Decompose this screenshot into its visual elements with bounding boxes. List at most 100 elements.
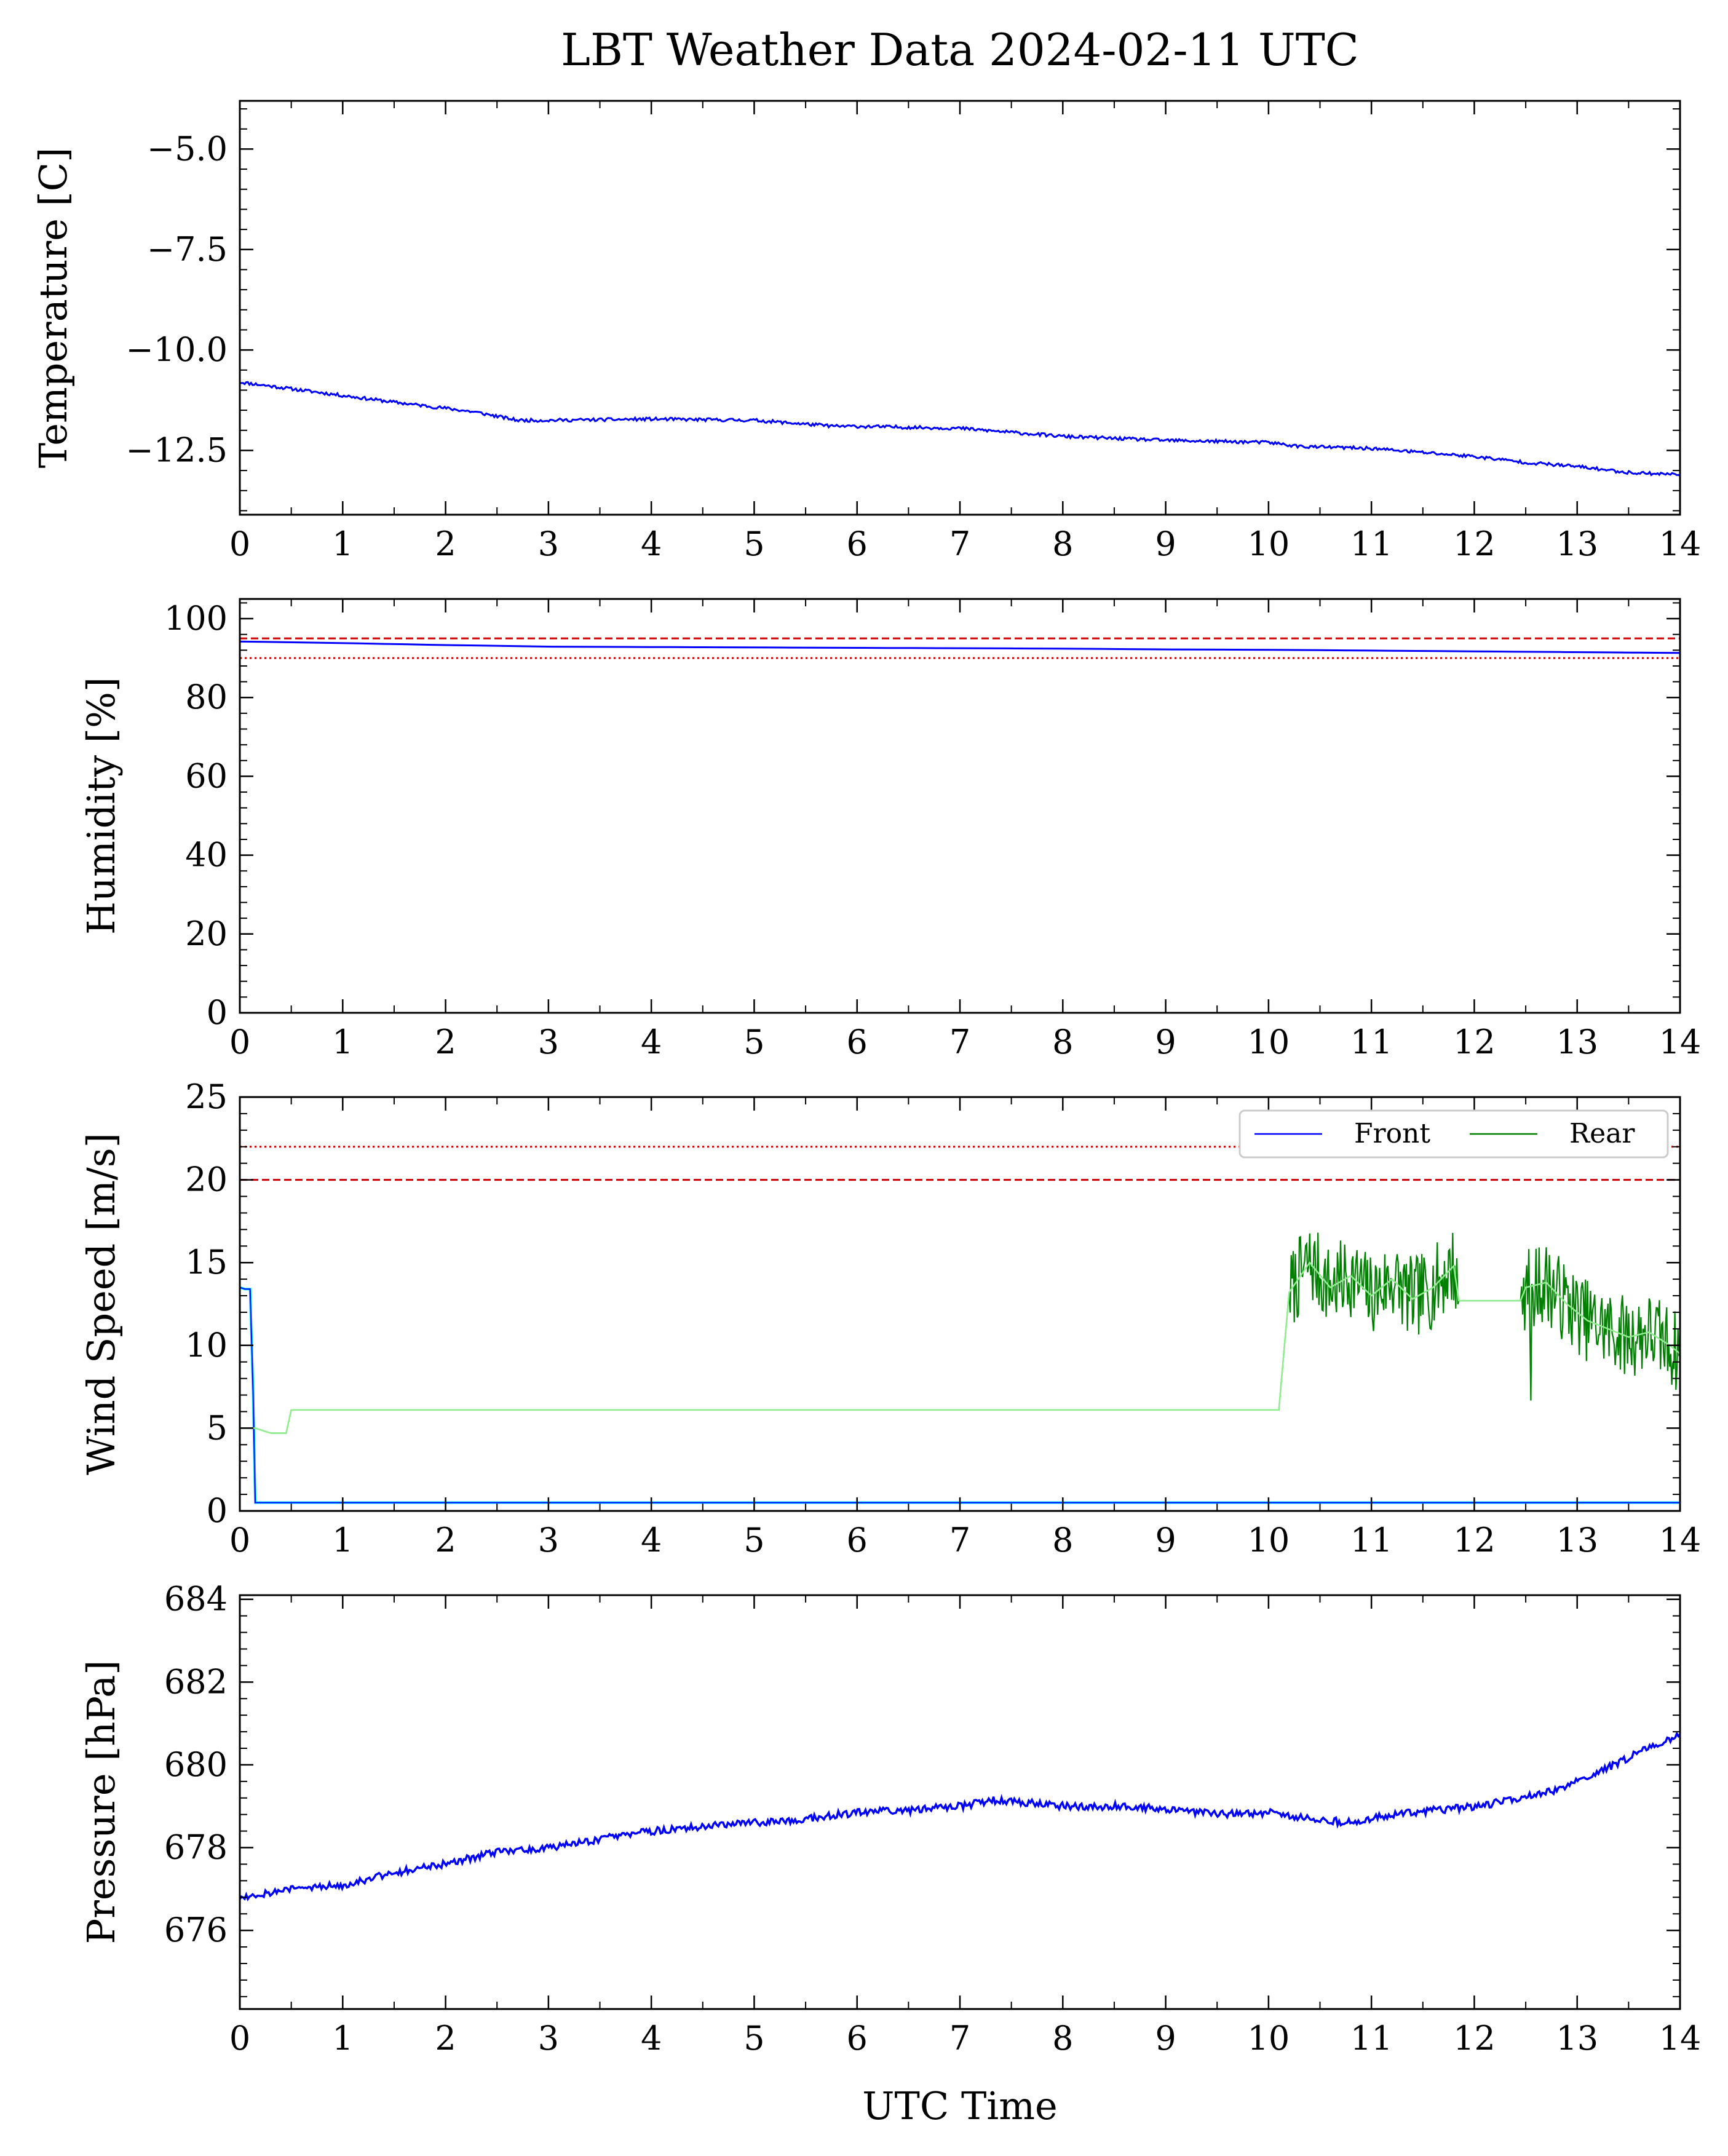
wind-speed-y-tick-label: 5	[207, 1408, 228, 1447]
humidity-x-tick-label: 0	[229, 1023, 250, 1061]
wind-speed-x-tick-label: 7	[949, 1521, 970, 1560]
temperature-x-tick-label: 13	[1556, 525, 1598, 563]
pressure-x-tick-label: 7	[949, 2019, 970, 2058]
humidity-x-tick-label: 5	[743, 1023, 764, 1061]
wind-speed-x-tick-label: 9	[1155, 1521, 1176, 1560]
temperature-x-tick-label: 5	[743, 525, 764, 563]
humidity-y-tick-label: 100	[164, 599, 228, 638]
x-axis-label: UTC Time	[862, 2083, 1057, 2128]
temperature-x-tick-label: 4	[641, 525, 662, 563]
wind-speed-data	[240, 1232, 1680, 1504]
humidity-y-axis-label: Humidity [%]	[79, 677, 124, 935]
humidity-x-tick-label: 3	[538, 1023, 559, 1061]
wind-speed-x-tick-label: 13	[1556, 1521, 1598, 1560]
temperature-x-tick-label: 8	[1052, 525, 1073, 563]
pressure-y-tick-label: 680	[164, 1745, 228, 1784]
humidity-x-tick-label: 13	[1556, 1023, 1598, 1061]
wind-speed-y-tick-label: 20	[185, 1160, 228, 1199]
series-line-humidity	[240, 640, 1680, 654]
series-line-pressure	[240, 1731, 1680, 1902]
temperature-x-tick-label: 7	[949, 525, 970, 563]
series-line-front	[240, 1286, 1680, 1504]
wind-speed-x-tick-label: 2	[435, 1521, 456, 1560]
wind-speed-x-tick-label: 14	[1659, 1521, 1702, 1560]
temperature-y-tick-label: −10.0	[126, 330, 228, 369]
humidity-x-tick-label: 11	[1350, 1023, 1393, 1061]
legend-label-front: Front	[1354, 1118, 1430, 1149]
wind-speed-plot-area	[240, 1097, 1680, 1511]
pressure-x-tick-label: 9	[1155, 2019, 1176, 2058]
pressure-y-tick-label: 678	[164, 1828, 228, 1867]
temperature-x-tick-label: 9	[1155, 525, 1176, 563]
series-line-temperature	[240, 381, 1680, 477]
temperature-x-tick-label: 0	[229, 525, 250, 563]
humidity-x-tick-label: 10	[1247, 1023, 1290, 1061]
pressure-data	[240, 1731, 1680, 1902]
wind-speed-x-tick-label: 11	[1350, 1521, 1393, 1560]
pressure-x-tick-label: 12	[1453, 2019, 1496, 2058]
temperature-panel: 0 1 2 3 4 5 6 7 8 9 10 11 12 13 14−5.0−7.5−10.0−12.5Te…	[31, 100, 1702, 563]
temperature-y-tick-label: −5.0	[147, 129, 228, 168]
wind-speed-y-tick-label: 15	[185, 1243, 228, 1282]
pressure-panel: 0 1 2 3 4 5 6 7 8 9 10 11 12 13 14676678680682684Press…	[79, 1580, 1701, 2058]
legend-box	[1239, 1109, 1669, 1159]
pressure-x-tick-label: 10	[1247, 2019, 1290, 2058]
wind-speed-x-tick-label: 6	[847, 1521, 868, 1560]
pressure-x-tick-label: 4	[641, 2019, 662, 2058]
pressure-x-tick-label: 6	[847, 2019, 868, 2058]
figure-title: LBT Weather Data 2024-02-11 UTC	[561, 24, 1359, 76]
pressure-x-tick-label: 13	[1556, 2019, 1598, 2058]
wind-speed-x-tick-label: 5	[743, 1521, 764, 1560]
wind-speed-y-tick-label: 0	[207, 1491, 228, 1530]
humidity-y-tick-label: 60	[185, 756, 228, 795]
humidity-x-tick-label: 12	[1453, 1023, 1496, 1061]
wind-speed-x-tick-label: 12	[1453, 1521, 1496, 1560]
humidity-plot-area	[240, 599, 1680, 1013]
pressure-x-tick-label: 0	[229, 2019, 250, 2058]
temperature-y-tick-label: −7.5	[147, 230, 228, 269]
humidity-x-tick-label: 1	[332, 1023, 353, 1061]
wind-speed-x-tick-label: 4	[641, 1521, 662, 1560]
humidity-x-tick-label: 4	[641, 1023, 662, 1061]
wind-speed-x-tick-label: 3	[538, 1521, 559, 1560]
pressure-x-tick-label: 3	[538, 2019, 559, 2058]
humidity-data	[240, 640, 1680, 654]
wind-speed-y-axis-label: Wind Speed [m/s]	[79, 1133, 124, 1475]
humidity-x-tick-label: 2	[435, 1023, 456, 1061]
pressure-plot-area	[240, 1595, 1680, 2009]
humidity-x-tick-label: 6	[847, 1023, 868, 1061]
wind-speed-x-tick-label: 10	[1247, 1521, 1290, 1560]
wind-speed-x-tick-label: 0	[229, 1521, 250, 1560]
humidity-x-tick-label: 8	[1052, 1023, 1073, 1061]
temperature-x-tick-label: 14	[1659, 525, 1702, 563]
temperature-x-tick-label: 1	[332, 525, 353, 563]
wind-speed-x-tick-label: 1	[332, 1521, 353, 1560]
wind-speed-y-tick-label: 10	[185, 1326, 228, 1365]
temperature-x-tick-label: 11	[1350, 525, 1393, 563]
temperature-y-tick-label: −12.5	[126, 430, 228, 469]
wind-speed-y-tick-label: 25	[185, 1077, 228, 1116]
pressure-x-tick-label: 11	[1350, 2019, 1393, 2058]
temperature-x-tick-label: 2	[435, 525, 456, 563]
legend-label-rear: Rear	[1569, 1118, 1635, 1149]
pressure-x-tick-label: 14	[1659, 2019, 1702, 2058]
temperature-plot-area	[240, 101, 1680, 515]
temperature-x-tick-label: 6	[847, 525, 868, 563]
pressure-x-tick-label: 8	[1052, 2019, 1073, 2058]
pressure-x-tick-label: 5	[743, 2019, 764, 2058]
series-line-rear-smoothed	[240, 1261, 1680, 1434]
pressure-y-tick-label: 682	[164, 1662, 228, 1701]
humidity-y-tick-label: 20	[185, 914, 228, 953]
pressure-x-tick-label: 2	[435, 2019, 456, 2058]
humidity-y-tick-label: 0	[207, 993, 228, 1032]
humidity-y-tick-label: 80	[185, 678, 228, 716]
panels: 0 1 2 3 4 5 6 7 8 9 10 11 12 13 14−5.0−7.5−10.0−12.5Te…	[31, 100, 1702, 2058]
pressure-x-tick-label: 1	[332, 2019, 353, 2058]
pressure-y-tick-label: 676	[164, 1911, 228, 1949]
humidity-x-tick-label: 7	[949, 1023, 970, 1061]
humidity-x-tick-label: 14	[1659, 1023, 1702, 1061]
temperature-x-tick-label: 12	[1453, 525, 1496, 563]
temperature-y-axis-label: Temperature [C]	[31, 148, 76, 469]
